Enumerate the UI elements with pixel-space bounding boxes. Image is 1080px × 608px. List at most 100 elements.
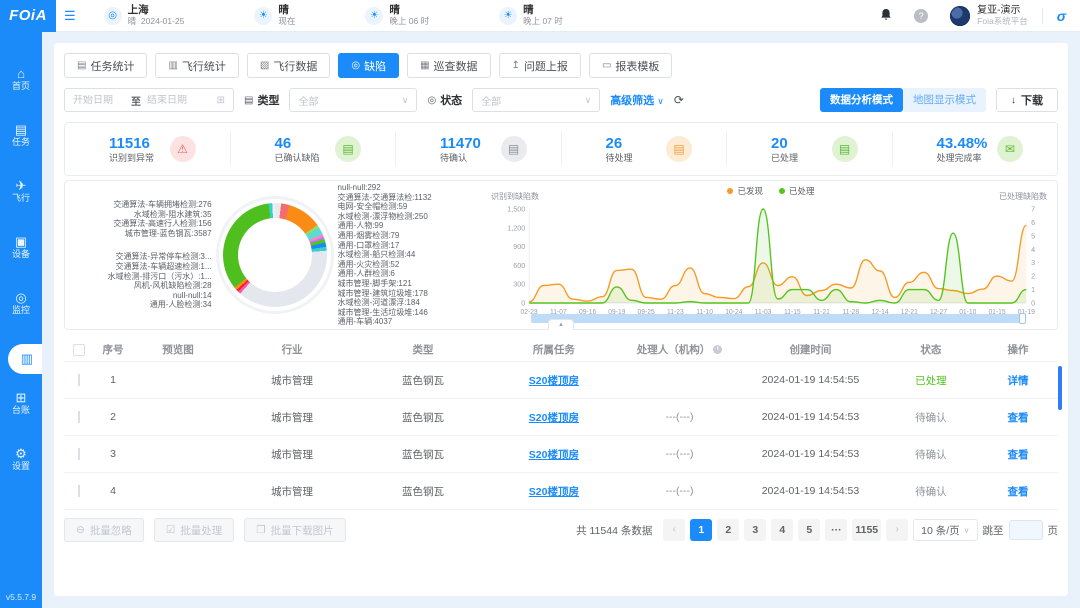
forecast-time: 晚上 06 时 bbox=[389, 16, 430, 26]
row-action-link[interactable]: 查看 bbox=[1007, 411, 1029, 424]
date-range-picker[interactable]: 至 ⊞ bbox=[64, 88, 234, 112]
task-link[interactable]: S20楼顶房 bbox=[528, 374, 579, 387]
tab-缺陷[interactable]: ◎ 缺陷 bbox=[338, 53, 400, 78]
svg-text:01-19: 01-19 bbox=[1018, 309, 1035, 316]
batch-button-批量忽略[interactable]: ⊖ 批量忽略 bbox=[64, 518, 144, 542]
stat-icon: ▤ bbox=[500, 136, 527, 162]
analysis-mode-button[interactable]: 数据分析模式 bbox=[820, 88, 903, 112]
task-link[interactable]: S20楼顶房 bbox=[528, 485, 579, 498]
donut-chart-block: 交通算法-车辆拥堵检测:276 水域检测-阻水建筑:35 交通算法-高速行人检测:1… bbox=[65, 181, 485, 329]
tab-飞行数据[interactable]: ▧ 飞行数据 bbox=[246, 53, 331, 78]
batch-label: 批量下载图片 bbox=[270, 524, 334, 537]
row-action-link[interactable]: 查看 bbox=[1007, 448, 1029, 461]
device-icon: ▣ bbox=[14, 234, 28, 249]
stat-value: 11470 bbox=[440, 134, 481, 152]
page-size-select[interactable]: 10 条/页 ∨ bbox=[913, 519, 978, 541]
select-all-checkbox[interactable] bbox=[73, 343, 85, 356]
download-button[interactable]: ↓ 下载 bbox=[996, 88, 1058, 112]
row-checkbox[interactable] bbox=[78, 411, 80, 423]
table-row: 4 城市管理 蓝色钢瓦 S20楼顶房 ---(---) 2024-01-19 14:54:… bbox=[64, 473, 1058, 510]
datazoom-handle[interactable] bbox=[1019, 313, 1026, 324]
page-number-3[interactable]: 3 bbox=[744, 519, 767, 541]
donut-label: 交通算法-车辆超速检测:1... bbox=[115, 262, 212, 271]
stat-icon: ⚠ bbox=[169, 136, 196, 162]
help-icon[interactable]: ? bbox=[914, 8, 929, 23]
legend-item-已处理[interactable]: 已处理 bbox=[779, 185, 815, 197]
sidebar-item-home[interactable]: ⌂ 首页 bbox=[0, 66, 42, 116]
tab-icon: ▥ bbox=[168, 60, 178, 71]
batch-button-批量处理[interactable]: ☑ 批量处理 bbox=[153, 518, 235, 542]
row-checkbox[interactable] bbox=[78, 485, 80, 497]
donut-label: 通用-火灾检测:52 bbox=[337, 259, 400, 269]
svg-text:11-21: 11-21 bbox=[813, 309, 830, 316]
tab-巡查数据[interactable]: ▦ 巡查数据 bbox=[407, 53, 491, 78]
tab-任务统计[interactable]: ▤ 任务统计 bbox=[64, 53, 148, 78]
row-action-link[interactable]: 详情 bbox=[1007, 374, 1029, 387]
refresh-icon[interactable]: ⟳ bbox=[673, 93, 684, 107]
sidebar-item-ledger[interactable]: ⊞ 台账 bbox=[0, 390, 42, 440]
sidebar-item-data[interactable]: ▥ bbox=[0, 340, 42, 384]
sidebar-item-label: 设置 bbox=[11, 461, 30, 471]
tab-问题上报[interactable]: ↥ 问题上报 bbox=[498, 53, 581, 78]
donut-labels-right: null-null:292 交通算法-交通算法检:1132 电网-安全帽检测:59 水… bbox=[338, 183, 485, 327]
sidebar-item-device[interactable]: ▣ 设备 bbox=[0, 234, 42, 284]
collapse-charts-button[interactable]: ▲ bbox=[548, 319, 574, 330]
stat-已确认缺陷: 46 已确认缺陷 ▤ bbox=[231, 132, 396, 166]
type-select[interactable]: 全部 ∨ bbox=[289, 88, 418, 112]
sidebar-item-settings[interactable]: ⚙ 设置 bbox=[0, 446, 42, 496]
svg-text:7: 7 bbox=[1031, 204, 1035, 213]
cell-action: 查看 bbox=[978, 484, 1058, 499]
sidebar-item-task[interactable]: ▤ 任务 bbox=[0, 122, 42, 172]
sidebar-item-monitor[interactable]: ◎ 监控 bbox=[0, 290, 42, 340]
page-number-2[interactable]: 2 bbox=[717, 519, 740, 541]
app-switch-icon[interactable]: σ bbox=[1056, 7, 1066, 24]
page-number-5[interactable]: 5 bbox=[798, 519, 821, 541]
cell-task: S20楼顶房 bbox=[486, 410, 622, 425]
end-date-input[interactable] bbox=[147, 94, 199, 106]
datazoom-slider[interactable] bbox=[531, 313, 1026, 324]
next-page-button[interactable]: › bbox=[886, 519, 909, 541]
cell-no: 4 bbox=[110, 485, 116, 497]
status-filter-label: ◎ 状态 bbox=[427, 94, 463, 108]
donut-label: 通用-车辆:4037 bbox=[337, 317, 393, 327]
page-number-1155[interactable]: 1155 bbox=[852, 519, 882, 541]
tab-报表模板[interactable]: ▭ 报表模板 bbox=[588, 53, 673, 78]
collapse-menu-icon[interactable]: ☰ bbox=[64, 7, 76, 23]
prev-page-button[interactable]: ‹ bbox=[663, 519, 686, 541]
advanced-filter-link[interactable]: 高级筛选 ∨ bbox=[610, 95, 664, 107]
type-filter-label: ▤ 类型 bbox=[244, 94, 280, 108]
donut-ring[interactable] bbox=[222, 203, 327, 307]
start-date-input[interactable] bbox=[73, 94, 125, 106]
page-number-···[interactable]: ··· bbox=[825, 519, 848, 541]
batch-button-批量下载图片[interactable]: ❐ 批量下载图片 bbox=[244, 518, 346, 542]
donut-label: 水域检测-排污口（污水）:1... bbox=[107, 271, 212, 281]
tab-飞行统计[interactable]: ▥ 飞行统计 bbox=[155, 53, 239, 78]
status-select[interactable]: 全部 ∨ bbox=[472, 88, 601, 112]
table-scrollbar[interactable] bbox=[1058, 366, 1062, 410]
page-number-1[interactable]: 1 bbox=[690, 519, 713, 541]
tab-icon: ◎ bbox=[351, 60, 361, 71]
map-mode-button[interactable]: 地图显示模式 bbox=[903, 88, 986, 112]
user-avatar[interactable] bbox=[950, 5, 971, 26]
row-checkbox[interactable] bbox=[78, 448, 80, 460]
task-link[interactable]: S20楼顶房 bbox=[528, 448, 579, 461]
row-action-link[interactable]: 查看 bbox=[1007, 485, 1029, 498]
row-checkbox[interactable] bbox=[78, 374, 80, 386]
location-widget[interactable]: ◎ 上海 晴 2024-01-25 bbox=[103, 5, 184, 26]
page-jump-input[interactable] bbox=[1008, 520, 1043, 540]
page-number-4[interactable]: 4 bbox=[771, 519, 794, 541]
legend-item-已发现[interactable]: 已发现 bbox=[727, 185, 763, 197]
table-row: 1 城市管理 蓝色钢瓦 S20楼顶房 2024-01-19 14:54:55 已处理 详情 bbox=[64, 362, 1058, 399]
table-footer: ⊖ 批量忽略 ☑ 批量处理 ❐ 批量下载图片 共 11544 条数据 ‹ 1 2 3 4 5 ···… bbox=[64, 518, 1058, 552]
user-block[interactable]: 复亚-演示 Foia系统平台 bbox=[977, 5, 1028, 26]
donut-label: 城市管理-建筑垃圾堆:178 bbox=[337, 288, 428, 298]
task-link[interactable]: S20楼顶房 bbox=[528, 411, 579, 424]
notification-bell-icon[interactable] bbox=[880, 8, 892, 24]
stat-text: 46 已确认缺陷 bbox=[275, 135, 320, 164]
svg-text:11-10: 11-10 bbox=[696, 309, 713, 316]
sidebar-item-flight[interactable]: ✈ 飞行 bbox=[0, 178, 42, 228]
row-checkbox-cell bbox=[64, 411, 94, 423]
data-icon: ▥ bbox=[20, 351, 33, 366]
main-content: ▤任务统计 ▥飞行统计 ▧飞行数据 ◎缺陷 ▦巡查数据 ↥问题上报 ▭报表模板 至 ⊞ ▤ … bbox=[42, 33, 1080, 608]
cell-industry: 城市管理 bbox=[271, 411, 314, 424]
